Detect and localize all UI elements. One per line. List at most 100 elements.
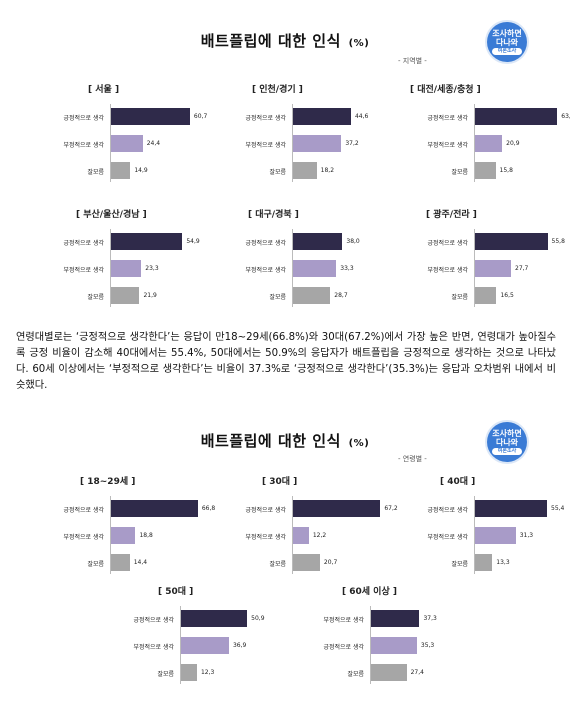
bar-value-label: 36,9 xyxy=(232,642,247,649)
bar-category-label: 잘모름 xyxy=(269,294,286,301)
badge-line-3: 여론조사 xyxy=(492,448,522,455)
bar-value-label: 16,5 xyxy=(500,292,514,299)
bar-category-label: 잘모름 xyxy=(87,561,104,568)
panel-axis-line xyxy=(292,104,293,182)
bar-unknown xyxy=(475,287,497,304)
bar-category-label: 긍정적으로 생각 xyxy=(245,115,286,122)
bar-unknown xyxy=(111,287,140,304)
bar-positive xyxy=(293,233,343,250)
bar-category-label: 긍정적으로 생각 xyxy=(245,240,286,247)
panel-group-label: [ 18~29세 ] xyxy=(80,477,136,487)
bar-positive xyxy=(475,500,548,517)
panel-axis-line xyxy=(474,104,475,182)
bar-negative xyxy=(475,527,516,544)
bar-positive xyxy=(475,108,558,125)
bar-value-label: 55,4 xyxy=(551,505,565,512)
bar-value-label: 24,4 xyxy=(146,140,161,147)
bar-value-label: 12,3 xyxy=(200,669,215,676)
bar-category-label: 부정적으로 생각 xyxy=(63,267,104,274)
bar-value-label: 12,2 xyxy=(312,532,327,539)
bar-value-label: 21,9 xyxy=(143,292,157,299)
panel-group-label: [ 40대 ] xyxy=(440,477,476,487)
bar-category-label: 잘모름 xyxy=(87,169,104,176)
bar-unknown xyxy=(111,554,130,571)
bar-unknown xyxy=(371,664,407,681)
panel-axis-line xyxy=(474,229,475,307)
bar-unknown xyxy=(181,664,197,681)
bar-positive xyxy=(475,233,548,250)
bar-category-label: 부정적으로 생각 xyxy=(133,644,174,651)
bar-value-label: 14,4 xyxy=(133,559,148,566)
bar-unknown xyxy=(293,162,317,179)
panel-group-label: [ 부산/울산/경남 ] xyxy=(76,210,147,220)
bar-value-label: 63,3 xyxy=(561,113,570,120)
panel-group-label: [ 인천/경기 ] xyxy=(252,85,303,95)
chart-panel: [ 부산/울산/경남 ] 긍정적으로 생각 54,9 부정적으로 생각 23,3 잘모름 2… xyxy=(8,205,200,315)
bar-category-label: 긍정적으로 생각 xyxy=(63,240,104,247)
bar-category-label: 잘모름 xyxy=(347,671,364,678)
bar-category-label: 부정적으로 생각 xyxy=(427,534,468,541)
badge-line-2: 다나와 xyxy=(495,38,519,47)
badge-line-3: 여론조사 xyxy=(492,48,522,55)
bar-unknown xyxy=(111,162,131,179)
chart-panel: [ 서울 ] 긍정적으로 생각 60,7 부정적으로 생각 24,4 잘모름 14,9 xyxy=(8,80,207,190)
panel-group-label: [ 대구/경북 ] xyxy=(248,210,299,220)
bar-negative xyxy=(475,135,503,152)
bar-category-label: 긍정적으로 생각 xyxy=(323,644,364,651)
age-chart-title: 배트플립에 대한 인식 (%) xyxy=(0,430,570,451)
region-title-unit: (%) xyxy=(348,38,370,49)
bar-category-label: 긍정적으로 생각 xyxy=(427,115,468,122)
bar-value-label: 66,8 xyxy=(201,505,216,512)
panel-axis-line xyxy=(110,104,111,182)
panel-axis-line xyxy=(474,496,475,574)
bar-category-label: 긍정적으로 생각 xyxy=(245,507,286,514)
bar-category-label: 잘모름 xyxy=(87,294,104,301)
bar-value-label: 67,2 xyxy=(384,505,398,512)
bar-category-label: 잘모름 xyxy=(269,169,286,176)
bar-unknown xyxy=(475,554,493,571)
bar-negative xyxy=(371,637,417,654)
bar-category-label: 부정적으로 생각 xyxy=(427,142,468,149)
panel-axis-line xyxy=(110,229,111,307)
bar-category-label: 잘모름 xyxy=(451,294,468,301)
bar-category-label: 부정적으로 생각 xyxy=(245,142,286,149)
bar-category-label: 부정적으로 생각 xyxy=(63,534,104,541)
bar-negative xyxy=(111,260,142,277)
bar-category-label: 부정적으로 생각 xyxy=(427,267,468,274)
bar-category-label: 잘모름 xyxy=(451,169,468,176)
bar-category-label: 긍정적으로 생각 xyxy=(427,240,468,247)
bar-category-label: 긍정적으로 생각 xyxy=(63,115,104,122)
bar-unknown xyxy=(475,162,496,179)
bar-value-label: 18,2 xyxy=(320,167,335,174)
age-title-text: 배트플립에 대한 인식 xyxy=(200,432,341,450)
survey-badge-icon: 조사하면 다나와 여론조사 xyxy=(487,22,527,62)
bar-value-label: 60,7 xyxy=(193,113,208,120)
bar-negative xyxy=(181,637,229,654)
bar-category-label: 잘모름 xyxy=(451,561,468,568)
bar-value-label: 35,3 xyxy=(420,642,435,649)
bar-negative xyxy=(293,135,342,152)
bar-category-label: 부정적으로 생각 xyxy=(245,267,286,274)
bar-value-label: 38,0 xyxy=(346,238,360,245)
bar-value-label: 54,9 xyxy=(186,238,200,245)
chart-panel: [ 대구/경북 ] 긍정적으로 생각 38,0 부정적으로 생각 33,3 잘모름 28,7 xyxy=(190,205,372,315)
chart-panel: [ 30대 ] 긍정적으로 생각 67,2 부정적으로 생각 12,2 잘모름 20,7 xyxy=(190,472,398,582)
bar-value-label: 23,3 xyxy=(145,265,159,272)
chart-panel: [ 50대 ] 긍정적으로 생각 50,9 부정적으로 생각 36,9 잘모름 12,3 xyxy=(78,582,265,692)
bar-value-label: 18,8 xyxy=(139,532,153,539)
age-title-unit: (%) xyxy=(348,438,370,449)
bar-category-label: 부정적으로 생각 xyxy=(63,142,104,149)
bar-value-label: 27,4 xyxy=(410,669,424,676)
chart-panel: [ 40대 ] 긍정적으로 생각 55,4 부정적으로 생각 31,3 잘모름 13,3 xyxy=(372,472,564,582)
region-subtitle: - 지역별 - xyxy=(398,57,427,65)
panel-group-label: [ 60세 이상 ] xyxy=(342,587,397,597)
bar-value-label: 37,3 xyxy=(423,615,437,622)
bar-value-label: 20,7 xyxy=(323,559,338,566)
bar-unknown xyxy=(293,554,320,571)
bar-value-label: 13,3 xyxy=(496,559,510,566)
chart-panel: [ 18~29세 ] 긍정적으로 생각 66,8 부정적으로 생각 18,8 잘모름 14,… xyxy=(8,472,215,582)
age-subtitle: - 연령별 - xyxy=(398,455,427,463)
bar-value-label: 33,3 xyxy=(340,265,354,272)
bar-category-label: 잘모름 xyxy=(157,671,174,678)
bar-negative xyxy=(293,527,309,544)
